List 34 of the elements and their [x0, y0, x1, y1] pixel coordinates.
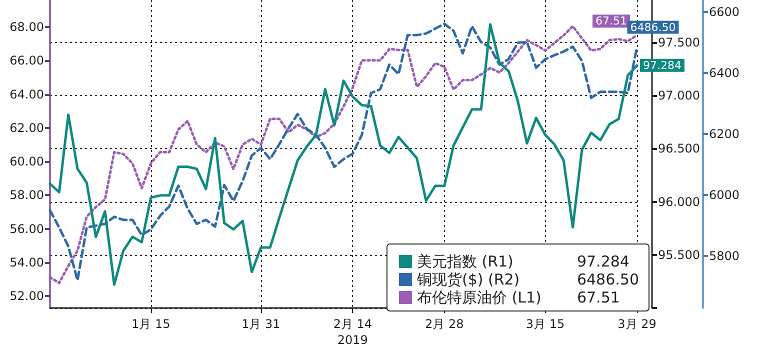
- y2-tick-label: 97.000: [658, 88, 700, 103]
- y3-tick-label: 6400: [709, 66, 740, 80]
- x-tick-label: 1月 31: [242, 317, 280, 331]
- x-tick-label: 2月 14 2019: [333, 317, 372, 347]
- y3-tick-label: 6000: [709, 188, 740, 202]
- x-tick-label: 3月 15: [526, 317, 565, 331]
- x-tick-label: 2月 28: [425, 317, 464, 331]
- legend-label: 铜现货($) (R2): [416, 270, 520, 288]
- y-tick-label: 68.00: [10, 20, 44, 34]
- x-tick-label: 3月 29: [618, 317, 656, 331]
- legend-label: 美元指数 (R1): [416, 252, 514, 270]
- legend-label: 布伦特原油价 (L1): [416, 288, 542, 306]
- y-tick-label: 64.00: [10, 87, 44, 102]
- y-tick-label: 66.00: [10, 54, 44, 68]
- y3-tick-label: 5800: [709, 249, 740, 264]
- y3-tick-label: 6600: [709, 5, 740, 20]
- y2-tick-label: 95.500: [658, 248, 700, 262]
- y-tick-label: 54.00: [10, 256, 44, 270]
- y2-tick-label: 97.500: [658, 35, 700, 50]
- text: 97.284: [576, 252, 630, 270]
- y-tick-label: 62.00: [10, 120, 44, 135]
- data-label: 97.284: [643, 58, 682, 72]
- data-label: 67.51: [596, 14, 627, 28]
- data-label: 6486.50: [630, 20, 676, 34]
- y-tick-label: 60.00: [10, 154, 44, 169]
- y3-tick-label: 6200: [709, 127, 740, 142]
- text: 67.51: [576, 288, 620, 306]
- y-tick-label: 58.00: [10, 188, 44, 202]
- x-tick-label: 1月 15: [132, 317, 170, 331]
- y-tick-label: 52.00: [10, 289, 44, 304]
- y2-tick-label: 96.500: [658, 142, 700, 156]
- y-tick-label: 56.00: [10, 222, 44, 236]
- text: 6486.50: [576, 270, 639, 288]
- y2-tick-label: 96.000: [658, 194, 700, 209]
